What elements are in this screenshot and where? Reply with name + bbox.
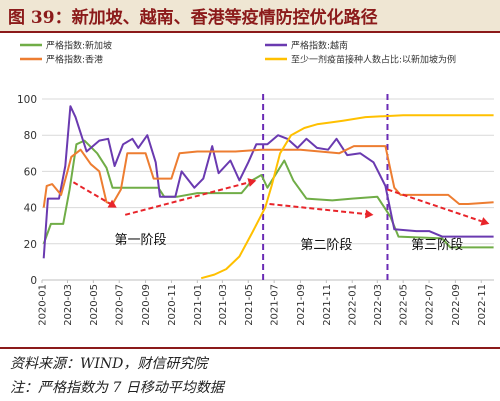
x-tick-label: 2022-05 [399, 284, 410, 326]
x-tick-label: 2021-01 [193, 284, 204, 326]
series-lines [42, 105, 494, 280]
series-line [42, 105, 494, 259]
phase-label: 第二阶段 [300, 238, 352, 253]
y-tick-label: 100 [17, 94, 37, 106]
footnotes: 资料来源：WIND，财信研究院 注：严格指数为 7 日移动平均数据 [0, 347, 500, 401]
x-tick-label: 2020-07 [115, 284, 126, 326]
trend-arrow-head [247, 178, 257, 187]
x-tick-label: 2021-07 [270, 284, 281, 326]
y-tick-label: 80 [24, 130, 37, 142]
x-tick-label: 2020-11 [167, 284, 178, 326]
trend-arrow-line [72, 181, 111, 205]
x-tick-label: 2022-03 [373, 284, 384, 326]
x-tick-label: 2021-05 [244, 284, 255, 326]
trend-arrow-head [365, 209, 374, 219]
x-tick-label: 2021-09 [296, 284, 307, 326]
x-tick-label: 2020-05 [89, 284, 100, 326]
phase-label: 第三阶段 [411, 238, 463, 253]
legend-label: 严格指数:越南 [291, 40, 348, 52]
x-tick-label: 2021-11 [322, 284, 333, 326]
series-line [42, 145, 494, 208]
x-tick-label: 2021-03 [218, 284, 229, 326]
trend-arrow-head [480, 217, 490, 226]
phase-labels: 第一阶段 第二阶段 第三阶段 [114, 233, 463, 253]
x-tick-label: 2022-09 [451, 284, 462, 326]
trend-arrow-line [269, 202, 366, 216]
y-tick-label: 40 [24, 203, 37, 215]
index-note: 注：严格指数为 7 日移动平均数据 [10, 380, 224, 396]
legend-label: 严格指数:新加坡 [46, 40, 112, 52]
series-line [200, 114, 494, 280]
figure-title: 图 39：新加坡、越南、香港等疫情防控优化路径 [8, 8, 378, 28]
y-tick-label: 0 [30, 275, 37, 287]
phase-label: 第一阶段 [114, 233, 166, 248]
x-tick-label: 2020-01 [38, 284, 49, 326]
x-tick-label: 2022-07 [425, 284, 436, 326]
y-tick-label: 60 [24, 166, 37, 178]
trend-arrows [72, 178, 490, 226]
x-tick-label: 2020-03 [63, 284, 74, 326]
legend-label: 严格指数:香港 [46, 54, 103, 66]
figure-title-bar: 图 39：新加坡、越南、香港等疫情防控优化路径 [0, 0, 500, 33]
source-note: 资料来源：WIND，财信研究院 [10, 356, 208, 372]
x-tick-label: 2022-11 [477, 284, 488, 326]
phase-dividers [262, 94, 389, 280]
x-tick-label: 2022-01 [348, 284, 359, 326]
y-tick-label: 20 [24, 239, 37, 251]
trend-arrow-head [107, 199, 117, 208]
x-tick-label: 2020-09 [141, 284, 152, 326]
trend-arrow-line [387, 188, 483, 223]
axes: 0 20 40 60 80 100 2020-01 2020-03 2020-05 2020-07… [17, 94, 494, 326]
legend-label: 至少一剂疫苗接种人数占比:以新加坡为例 [291, 54, 456, 66]
trend-arrow-line [124, 181, 249, 216]
series-line [42, 139, 494, 249]
